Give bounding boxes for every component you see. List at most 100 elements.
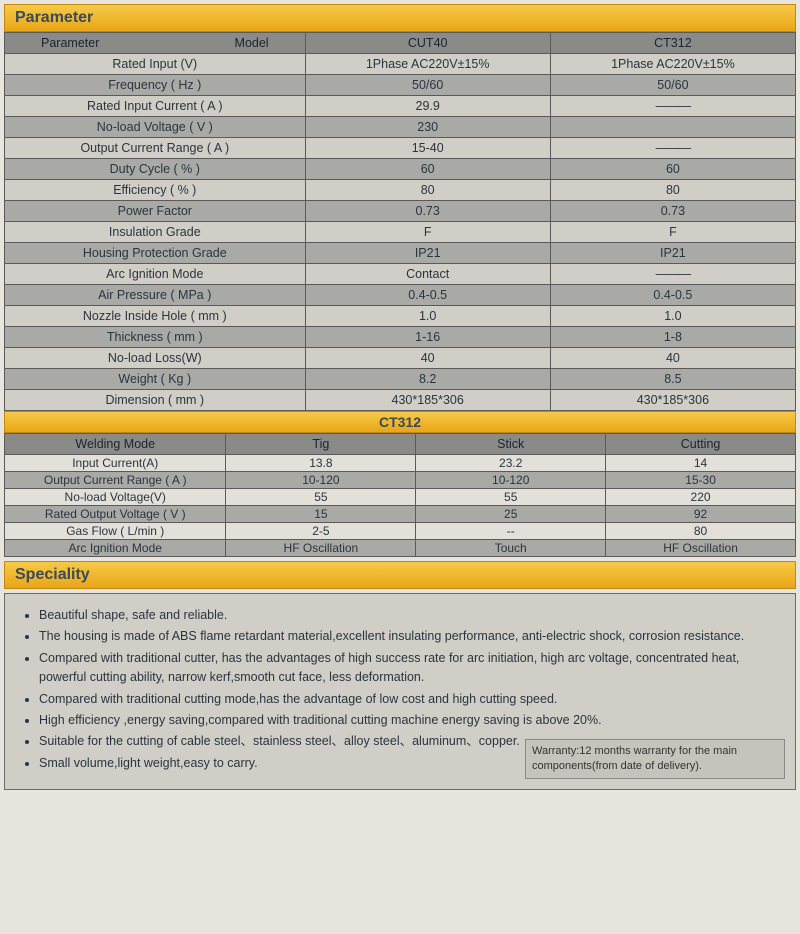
- param-label-cell: Rated Input (V): [5, 54, 306, 75]
- speciality-item: Beautiful shape, safe and reliable.: [39, 606, 777, 625]
- param-value-cell: 1Phase AC220V±15%: [305, 54, 550, 75]
- param-label-cell: Housing Protection Grade: [5, 243, 306, 264]
- param-value-cell: ———: [550, 264, 795, 285]
- speciality-section-header: Speciality: [4, 561, 796, 589]
- table-row: Duty Cycle ( % )6060: [5, 159, 796, 180]
- table-row: Housing Protection GradeIP21IP21: [5, 243, 796, 264]
- param-value-cell: F: [305, 222, 550, 243]
- header-cell: CT312: [550, 33, 795, 54]
- param-value-cell: IP21: [550, 243, 795, 264]
- table-row: Weight ( Kg )8.28.5: [5, 369, 796, 390]
- param-label-cell: Insulation Grade: [5, 222, 306, 243]
- param-label-cell: Nozzle Inside Hole ( mm ): [5, 306, 306, 327]
- table-row: Frequency ( Hz )50/6050/60: [5, 75, 796, 96]
- param-value-cell: 10-120: [416, 472, 606, 489]
- param-value-cell: 1Phase AC220V±15%: [550, 54, 795, 75]
- table-row: Efficiency ( % )8080: [5, 180, 796, 201]
- param-value-cell: 15-30: [606, 472, 796, 489]
- param-value-cell: 60: [550, 159, 795, 180]
- param-value-cell: 15-40: [305, 138, 550, 159]
- param-value-cell: 50/60: [305, 75, 550, 96]
- table-row: Output Current Range ( A )15-40———: [5, 138, 796, 159]
- param-label-cell: Rated Output Voltage ( V ): [5, 506, 226, 523]
- table-row: Arc Ignition ModeContact———: [5, 264, 796, 285]
- table-row: Rated Output Voltage ( V )152592: [5, 506, 796, 523]
- table-row: No-load Voltage(V)5555220: [5, 489, 796, 506]
- param-label-cell: Weight ( Kg ): [5, 369, 306, 390]
- table-row: Rated Input (V)1Phase AC220V±15%1Phase A…: [5, 54, 796, 75]
- param-value-cell: Touch: [416, 540, 606, 557]
- header-param-label: Parameter: [11, 36, 99, 50]
- param-label-cell: Output Current Range ( A ): [5, 472, 226, 489]
- speciality-item: Compared with traditional cutting mode,h…: [39, 690, 777, 709]
- param-value-cell: 1.0: [550, 306, 795, 327]
- param-value-cell: 80: [305, 180, 550, 201]
- table-row: Nozzle Inside Hole ( mm )1.01.0: [5, 306, 796, 327]
- ct312-section-header: CT312: [4, 411, 796, 433]
- param-value-cell: HF Oscillation: [606, 540, 796, 557]
- param-label-cell: Dimension ( mm ): [5, 390, 306, 411]
- table-row: Thickness ( mm )1-161-8: [5, 327, 796, 348]
- param-value-cell: 430*185*306: [550, 390, 795, 411]
- parameter-table: Parameter Model CUT40 CT312 Rated Input …: [4, 32, 796, 411]
- table-row: Air Pressure ( MPa )0.4-0.50.4-0.5: [5, 285, 796, 306]
- header-cell: CUT40: [305, 33, 550, 54]
- table-row: Dimension ( mm )430*185*306430*185*306: [5, 390, 796, 411]
- param-label-cell: Frequency ( Hz ): [5, 75, 306, 96]
- param-value-cell: 0.4-0.5: [305, 285, 550, 306]
- header-cell: Cutting: [606, 434, 796, 455]
- param-value-cell: 220: [606, 489, 796, 506]
- param-value-cell: HF Oscillation: [226, 540, 416, 557]
- param-value-cell: Contact: [305, 264, 550, 285]
- param-value-cell: 1-8: [550, 327, 795, 348]
- header-model-label: Model: [235, 36, 299, 50]
- table-row: Output Current Range ( A )10-12010-12015…: [5, 472, 796, 489]
- table-row: Power Factor0.730.73: [5, 201, 796, 222]
- table-row: Arc Ignition ModeHF OscillationTouchHF O…: [5, 540, 796, 557]
- param-value-cell: 92: [606, 506, 796, 523]
- param-label-cell: Duty Cycle ( % ): [5, 159, 306, 180]
- param-value-cell: ———: [550, 96, 795, 117]
- param-label-cell: Thickness ( mm ): [5, 327, 306, 348]
- speciality-item: The housing is made of ABS flame retarda…: [39, 627, 777, 646]
- speciality-item: High efficiency ,energy saving,compared …: [39, 711, 777, 730]
- param-value-cell: 2-5: [226, 523, 416, 540]
- param-label-cell: Power Factor: [5, 201, 306, 222]
- param-value-cell: 230: [305, 117, 550, 138]
- speciality-item: Compared with traditional cutter, has th…: [39, 649, 777, 688]
- param-value-cell: 13.8: [226, 455, 416, 472]
- table-row: No-load Loss(W)4040: [5, 348, 796, 369]
- param-value-cell: 55: [226, 489, 416, 506]
- param-value-cell: 8.2: [305, 369, 550, 390]
- param-value-cell: 40: [305, 348, 550, 369]
- header-cell: Welding Mode: [5, 434, 226, 455]
- header-cell: Parameter Model: [5, 33, 306, 54]
- param-value-cell: 80: [606, 523, 796, 540]
- param-value-cell: 40: [550, 348, 795, 369]
- table-row: Input Current(A)13.823.214: [5, 455, 796, 472]
- table-header-row: Welding Mode Tig Stick Cutting: [5, 434, 796, 455]
- header-cell: Stick: [416, 434, 606, 455]
- param-value-cell: [550, 117, 795, 138]
- param-value-cell: 0.4-0.5: [550, 285, 795, 306]
- param-label-cell: No-load Voltage ( V ): [5, 117, 306, 138]
- param-label-cell: No-load Loss(W): [5, 348, 306, 369]
- param-value-cell: 50/60: [550, 75, 795, 96]
- param-value-cell: 1.0: [305, 306, 550, 327]
- param-label-cell: Arc Ignition Mode: [5, 540, 226, 557]
- param-value-cell: 15: [226, 506, 416, 523]
- param-label-cell: Output Current Range ( A ): [5, 138, 306, 159]
- param-value-cell: 25: [416, 506, 606, 523]
- param-value-cell: 55: [416, 489, 606, 506]
- param-value-cell: ———: [550, 138, 795, 159]
- param-value-cell: 60: [305, 159, 550, 180]
- param-value-cell: 23.2: [416, 455, 606, 472]
- header-cell: Tig: [226, 434, 416, 455]
- param-value-cell: 1-16: [305, 327, 550, 348]
- param-value-cell: 8.5: [550, 369, 795, 390]
- param-label-cell: Input Current(A): [5, 455, 226, 472]
- param-value-cell: 0.73: [550, 201, 795, 222]
- ct312-table: Welding Mode Tig Stick Cutting Input Cur…: [4, 433, 796, 557]
- param-value-cell: 10-120: [226, 472, 416, 489]
- param-label-cell: Efficiency ( % ): [5, 180, 306, 201]
